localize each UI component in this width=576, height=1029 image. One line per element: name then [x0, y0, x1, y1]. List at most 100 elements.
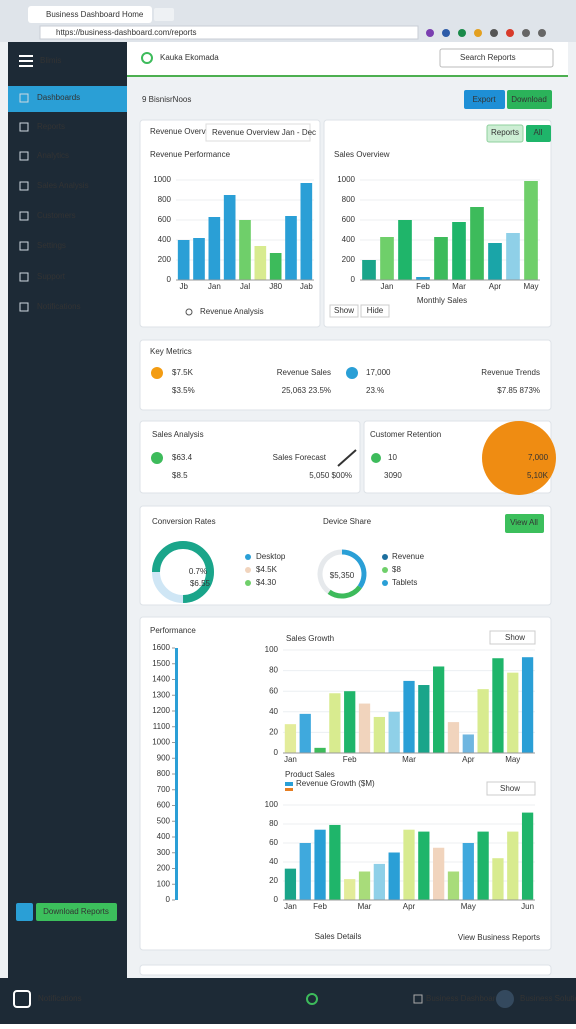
metric-caption: Sales Forecast — [273, 453, 327, 462]
bar — [492, 658, 504, 753]
y-tick-label: 0 — [274, 748, 279, 757]
button-label[interactable]: Reports — [491, 128, 519, 137]
button-label[interactable]: View All — [510, 518, 538, 527]
chart-footer: Revenue Analysis — [200, 307, 264, 316]
y-tick-label: 800 — [158, 195, 172, 204]
tab[interactable] — [28, 6, 152, 23]
bar — [299, 713, 311, 753]
pen-icon — [337, 449, 357, 467]
tab-title: Business Dashboard Home — [46, 10, 144, 19]
button-label[interactable]: Hide — [367, 306, 384, 315]
scale-label: 0 — [166, 895, 171, 904]
y-tick-label: 1000 — [337, 175, 355, 184]
url: https://business-dashboard.com/reports — [56, 28, 197, 37]
panel-title: Key Metrics — [150, 347, 192, 356]
link[interactable]: View Business Reports — [458, 933, 540, 942]
toggle[interactable] — [329, 304, 359, 318]
badge-circle — [482, 421, 556, 495]
dropdown-label[interactable]: Show — [500, 784, 520, 793]
bar — [447, 871, 460, 900]
panel-footer: Sales Details — [315, 932, 362, 941]
bar — [314, 747, 326, 753]
x-tick-label: May — [505, 755, 520, 764]
chart-subtitle: Revenue Performance — [150, 150, 231, 159]
address-bar[interactable] — [39, 25, 419, 40]
bar — [507, 831, 519, 900]
badge-sub: 5,10K — [527, 471, 549, 480]
legend-dot — [245, 580, 251, 586]
button-label[interactable]: Export — [472, 95, 496, 104]
download-button[interactable] — [36, 903, 117, 921]
bar — [470, 207, 484, 280]
view-all-button[interactable] — [505, 514, 544, 533]
metric-change: 23.% — [366, 386, 384, 395]
bottom-bar — [0, 978, 576, 1024]
bar — [380, 237, 394, 280]
panel-title: Performance — [150, 626, 196, 635]
button-label[interactable]: All — [534, 128, 543, 137]
nav-item[interactable]: Dashboards — [37, 93, 80, 102]
legend-dot — [245, 567, 251, 573]
button-label[interactable]: Download Reports — [43, 907, 109, 916]
export-button[interactable] — [464, 90, 505, 109]
metric-change: 3090 — [384, 471, 402, 480]
chart-title: Product Sales — [285, 770, 335, 779]
nav-icon — [19, 151, 29, 161]
bottom-icon — [413, 994, 423, 1004]
x-tick-label: Feb — [416, 282, 430, 291]
bar — [208, 217, 221, 280]
check-icon — [371, 453, 381, 463]
button-label[interactable]: Show — [334, 306, 354, 315]
nav-item[interactable]: Reports — [37, 122, 65, 131]
toggle[interactable] — [360, 304, 390, 318]
dropdown[interactable] — [489, 630, 536, 645]
nav-icon — [19, 211, 29, 221]
scale-label: 1000 — [152, 738, 170, 747]
y-tick-label: 60 — [269, 686, 278, 695]
x-tick-label: Feb — [343, 755, 357, 764]
logo-icon — [141, 52, 153, 64]
x-tick-label: Mar — [358, 902, 372, 911]
nav-item[interactable]: Sales Analysis — [37, 181, 89, 190]
extension-icon — [506, 29, 514, 37]
x-tick-label: Feb — [313, 902, 327, 911]
metric-change: $8.5 — [172, 471, 188, 480]
y-tick-label: 40 — [269, 857, 278, 866]
download-button[interactable] — [507, 90, 552, 109]
extension-icon — [474, 29, 482, 37]
tab-label[interactable]: Revenue Overview Jan - Dec — [212, 128, 316, 137]
chart-title: Sales Growth — [286, 634, 334, 643]
y-tick-label: 0 — [351, 275, 356, 284]
tab-box[interactable] — [205, 123, 311, 142]
nav-icon — [19, 181, 29, 191]
sidebar — [8, 42, 127, 978]
x-tick-label: Jb — [179, 282, 188, 291]
dropdown[interactable] — [486, 781, 536, 796]
page-title: 9 BisnisrNoos — [142, 95, 191, 104]
nav-item[interactable]: Analytics — [37, 151, 69, 160]
bar — [418, 831, 430, 900]
metric-icon — [151, 367, 163, 379]
nav-item[interactable]: Customers — [37, 211, 76, 220]
filter-button[interactable] — [486, 124, 524, 143]
nav-icon — [19, 93, 29, 103]
panel-title: Revenue Overview — [150, 127, 218, 136]
panel — [139, 964, 552, 976]
x-axis-title: Monthly Sales — [417, 296, 467, 305]
nav-item[interactable]: Support — [37, 272, 66, 281]
nav-item[interactable]: Notifications — [37, 302, 81, 311]
legend-swatch — [285, 788, 293, 791]
nav-icon — [19, 302, 29, 312]
button-label[interactable]: Download — [511, 95, 547, 104]
search-box[interactable] — [439, 48, 554, 68]
filter-button[interactable] — [526, 125, 551, 142]
new-tab[interactable] — [154, 8, 174, 21]
metric-value: 10 — [388, 453, 397, 462]
nav-item[interactable]: Settings — [37, 241, 66, 250]
extension-icon — [442, 29, 450, 37]
legend-swatch — [285, 782, 293, 786]
bar — [362, 260, 376, 280]
panel — [139, 420, 361, 494]
dropdown-label[interactable]: Show — [505, 633, 525, 642]
